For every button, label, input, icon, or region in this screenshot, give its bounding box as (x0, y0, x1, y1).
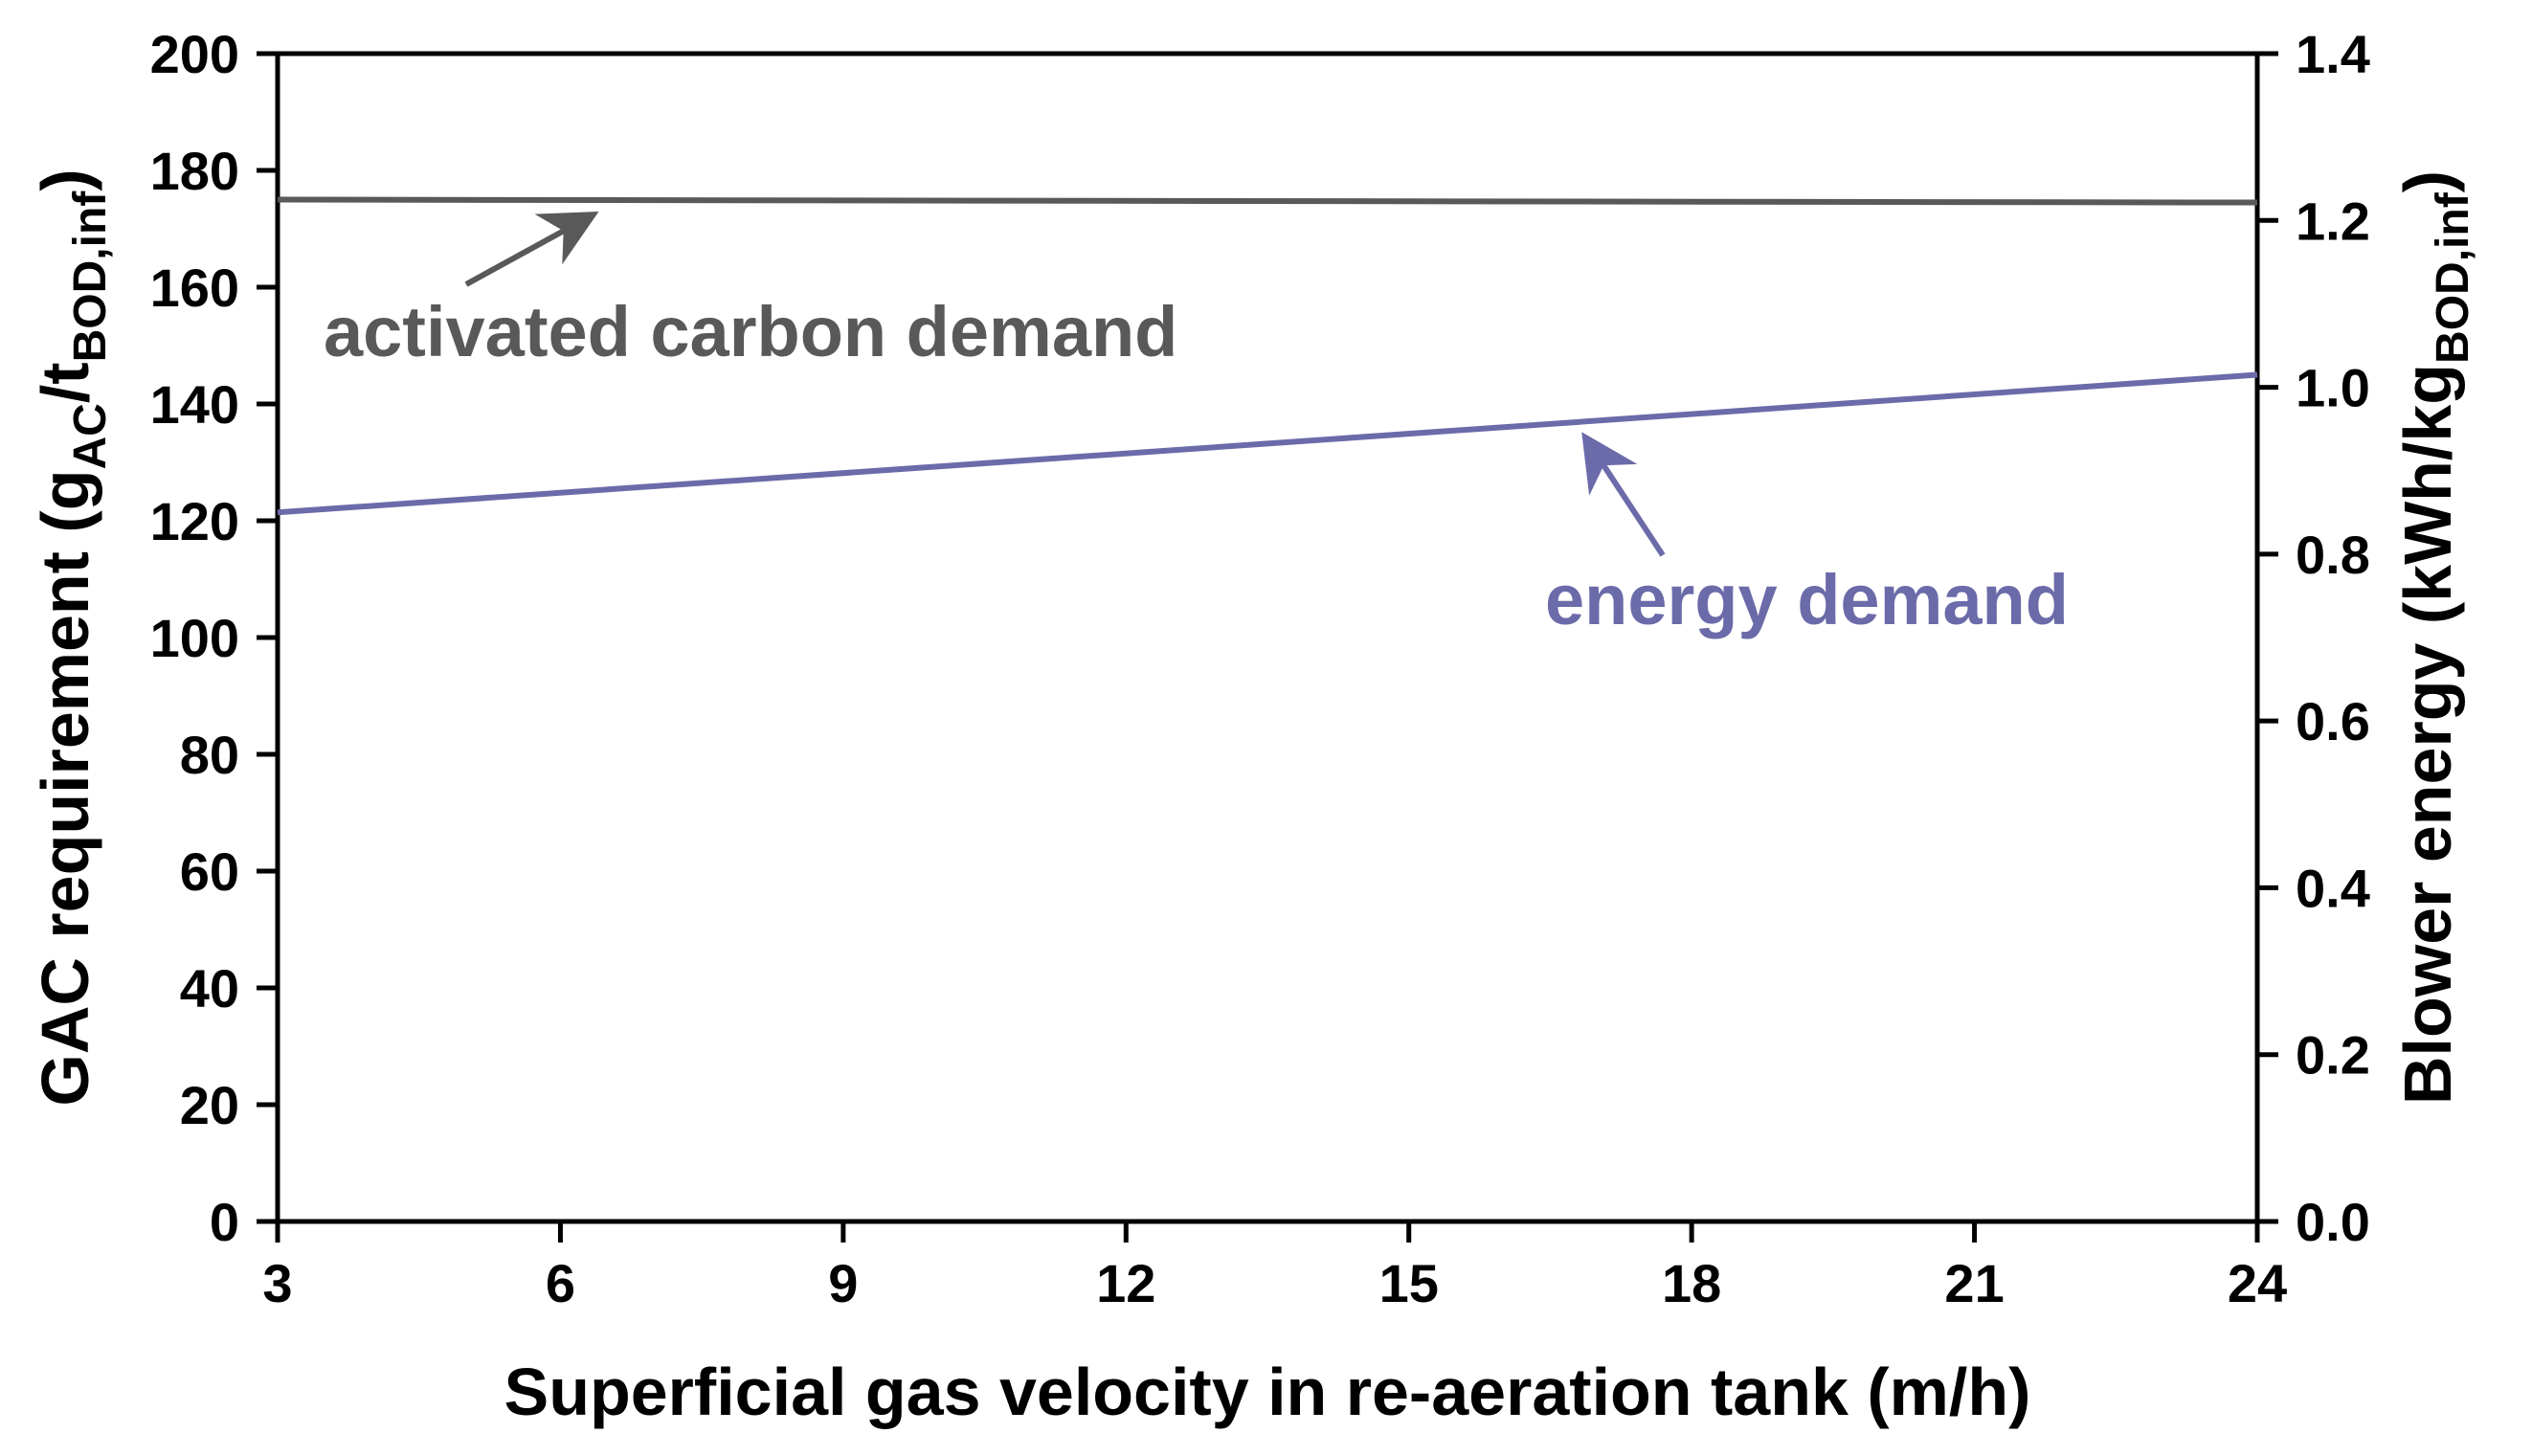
x-tick-label: 3 (262, 1253, 292, 1313)
y-left-tick-label: 20 (180, 1075, 239, 1135)
series-line-activated-carbon-demand (277, 196, 2258, 206)
y-right-axis-ticks: 0.0 0.2 0.4 0.6 0.8 1.0 1.2 1.4 (2257, 24, 2370, 1252)
annotation-arrow-energy (1581, 432, 1666, 557)
x-axis-ticks: 3 6 9 12 15 18 21 24 (262, 1221, 2287, 1313)
x-axis-title: Superficial gas velocity in re-aeration … (504, 1355, 2031, 1429)
y-left-axis-ticks: 0 20 40 60 80 100 120 140 160 180 200 (150, 24, 278, 1252)
x-tick-label: 9 (828, 1253, 858, 1313)
y-left-tick-label: 80 (180, 725, 239, 785)
y-right-tick-label: 0.2 (2296, 1025, 2370, 1086)
annotation-activated-carbon-demand: activated carbon demand (324, 292, 1177, 371)
x-tick-label: 15 (1379, 1253, 1439, 1313)
x-tick-label: 12 (1096, 1253, 1155, 1313)
x-tick-label: 18 (1662, 1253, 1721, 1313)
y-left-tick-label: 140 (150, 374, 239, 435)
y-left-tick-label: 160 (150, 258, 239, 318)
y-left-tick-label: 40 (180, 958, 239, 1019)
y-right-axis-title: Blower energy (kWh/kgBOD,inf) (2390, 170, 2478, 1105)
y-left-tick-label: 180 (150, 141, 239, 201)
x-tick-label: 6 (546, 1253, 575, 1313)
x-tick-label: 24 (2228, 1253, 2287, 1313)
y-left-tick-label: 120 (150, 491, 239, 551)
y-right-tick-label: 0.0 (2296, 1192, 2370, 1252)
y-left-axis-title: GAC requirement (gAC/tBOD,inf) (28, 168, 116, 1106)
y-right-tick-label: 1.2 (2296, 190, 2370, 251)
annotation-energy-demand: energy demand (1545, 560, 2069, 639)
y-right-tick-label: 0.4 (2296, 858, 2370, 918)
y-right-tick-label: 1.0 (2296, 358, 2370, 418)
y-left-tick-label: 100 (150, 608, 239, 668)
y-left-tick-label: 0 (210, 1192, 239, 1252)
y-right-tick-label: 1.4 (2296, 24, 2370, 84)
y-left-tick-label: 60 (180, 841, 239, 902)
x-tick-label: 21 (1944, 1253, 2004, 1313)
series-line-energy-demand (277, 371, 2258, 516)
annotation-arrow-activated-carbon (464, 212, 599, 287)
y-right-tick-label: 0.6 (2296, 691, 2370, 751)
y-left-tick-label: 200 (150, 24, 239, 84)
y-right-tick-label: 0.8 (2296, 525, 2370, 585)
